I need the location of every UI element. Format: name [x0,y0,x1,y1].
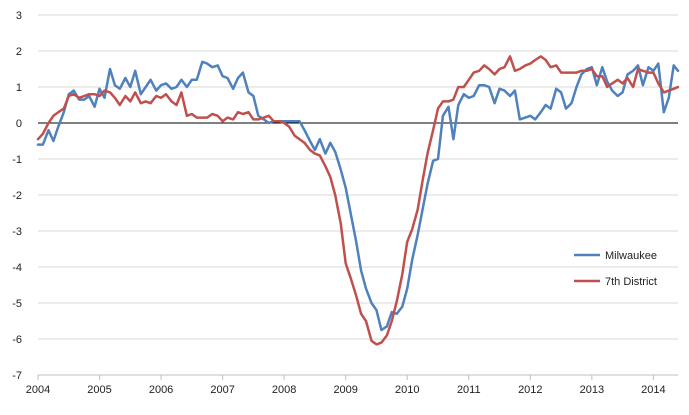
x-tick-label: 2013 [580,384,604,396]
x-tick-label: 2006 [149,384,173,396]
y-tick-label: -5 [12,298,22,310]
y-tick-label: -1 [12,154,22,166]
legend-label: Milwaukee [605,250,657,262]
x-tick-label: 2005 [87,384,111,396]
legend: Milwaukee 7th District [574,250,657,288]
series-lines [36,55,680,346]
x-tick-label: 2012 [518,384,542,396]
y-tick-label: 3 [16,10,22,22]
y-tick-label: -4 [12,262,22,274]
x-tick-label: 2007 [210,384,234,396]
y-axis: 3 2 1 0 -1 -2 -3 -4 -5 -6 -7 [12,10,22,382]
y-tick-label: 0 [16,118,22,130]
y-tick-label: 2 [16,46,22,58]
legend-label: 7th District [605,276,657,288]
series-line-milwaukee [36,60,680,332]
series-line-seventh-district [36,55,680,346]
y-tick-label: -6 [12,334,22,346]
y-tick-label: -7 [12,370,22,382]
x-tick-label: 2014 [641,384,665,396]
x-tick-label: 2008 [272,384,296,396]
y-tick-label: -3 [12,226,22,238]
x-axis: 2004 2005 2006 2007 2008 2009 2010 2011 2012 2013… [26,375,666,396]
x-tick-label: 2011 [457,384,481,396]
y-tick-label: 1 [16,82,22,94]
y-tick-label: -2 [12,190,22,202]
x-tick-label: 2009 [333,384,357,396]
x-tick-label: 2004 [26,384,50,396]
x-tick-label: 2010 [395,384,419,396]
gridlines [38,14,678,340]
